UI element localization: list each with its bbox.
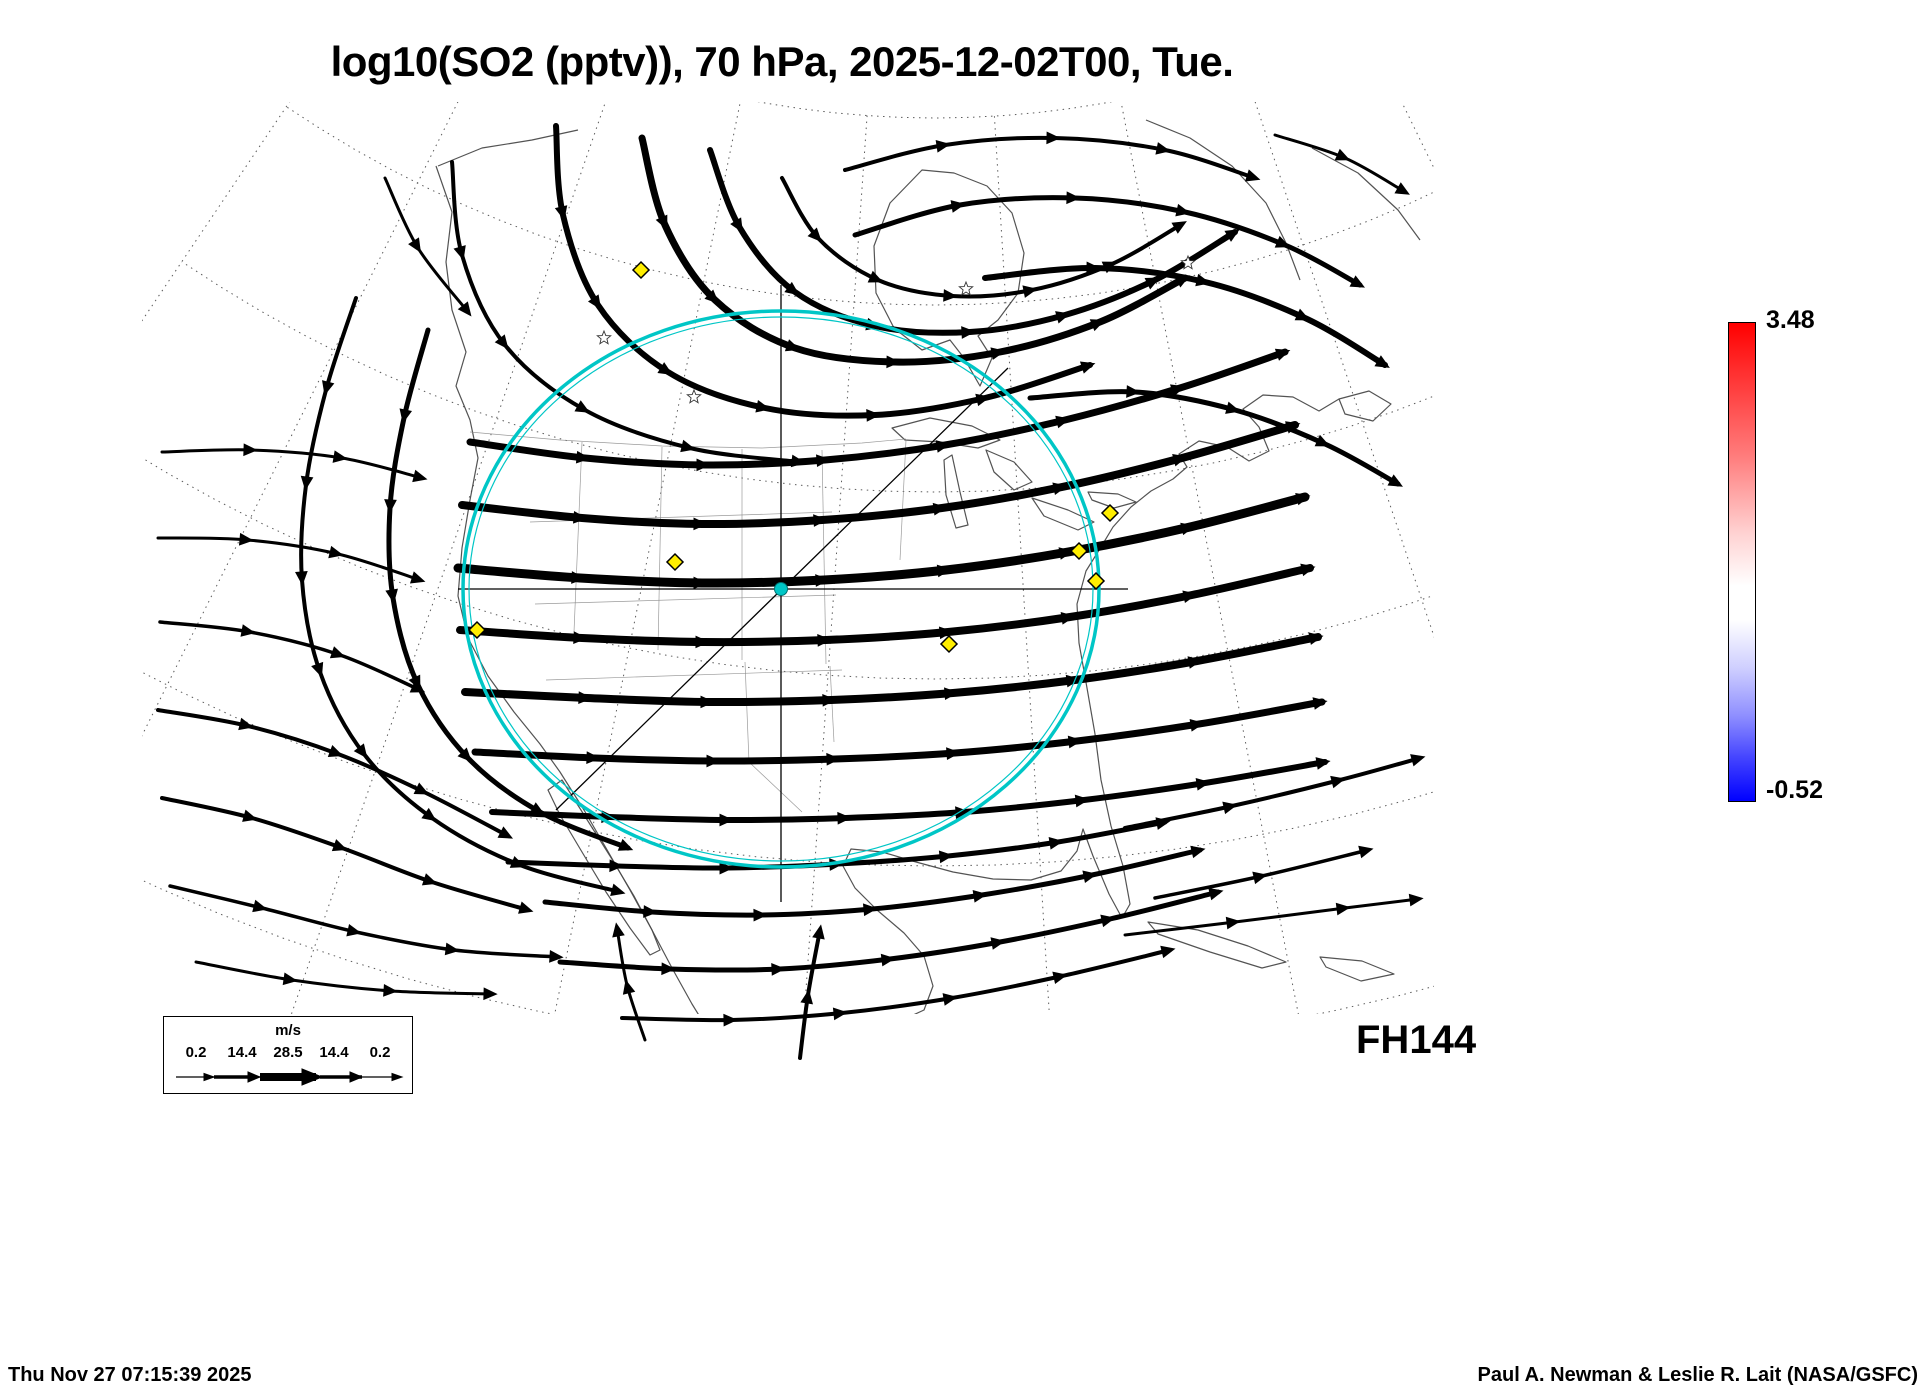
hispaniola (1319, 956, 1395, 982)
city-star-marker (596, 329, 612, 345)
site-markers (467, 254, 1196, 654)
city-star-marker (958, 280, 974, 296)
site-diamond-marker (939, 634, 959, 654)
site-diamond-marker (665, 552, 685, 572)
lake-huron (985, 449, 1033, 491)
site-diamond-marker (1069, 541, 1089, 561)
lake-ontario (1087, 491, 1137, 509)
wind-speed-legend: m/s 0.2 14.4 28.5 14.4 0.2 (163, 1016, 413, 1094)
arrowhead-icon (301, 1068, 324, 1086)
credit-text: Paul A. Newman & Leslie R. Lait (NASA/GS… (1477, 1364, 1918, 1386)
wind-legend-tick-5: 0.2 (370, 1044, 391, 1061)
city-star-marker (686, 388, 702, 404)
wind-legend-tick-1: 0.2 (186, 1044, 207, 1061)
site-diamond-marker (1086, 571, 1106, 591)
arrowhead-icon (247, 1071, 262, 1083)
page-title: log10(SO2 (pptv)), 70 hPa, 2025-12-02T00… (330, 38, 1234, 85)
site-diamond-marker (467, 620, 487, 640)
wind-streamlines (156, 123, 1426, 1060)
newfoundland (1338, 390, 1392, 422)
city-star-marker (1180, 254, 1196, 270)
coastlines (435, 119, 1421, 1090)
lake-michigan (943, 454, 969, 529)
site-diamond-marker (1100, 503, 1120, 523)
wind-legend-canvas: m/s 0.2 14.4 28.5 14.4 0.2 (176, 1022, 404, 1086)
central-america-hint (958, 1038, 1072, 1090)
wind-legend-tick-4: 14.4 (319, 1044, 349, 1061)
arrowhead-icon (349, 1071, 364, 1083)
colorbar-gradient (1728, 322, 1756, 802)
site-diamond-marker (631, 260, 651, 280)
wind-legend-units: m/s (275, 1022, 301, 1039)
colorbar-min-label: -0.52 (1766, 776, 1823, 804)
wind-legend-tick-3: 28.5 (273, 1044, 302, 1061)
greenland-hint (1311, 147, 1421, 241)
forecast-hour-label: FH144 (1356, 1018, 1477, 1062)
wind-legend-tick-2: 14.4 (227, 1044, 257, 1061)
range-ring-overlay (458, 285, 1128, 902)
arrowhead-icon (391, 1072, 404, 1082)
colorbar-max-label: 3.48 (1766, 306, 1815, 334)
wind-legend-arrow-scale (176, 1068, 404, 1086)
arrowhead-icon (203, 1072, 216, 1082)
generated-timestamp: Thu Nov 27 07:15:39 2025 (8, 1364, 252, 1386)
northeast-landmass (1145, 119, 1301, 281)
